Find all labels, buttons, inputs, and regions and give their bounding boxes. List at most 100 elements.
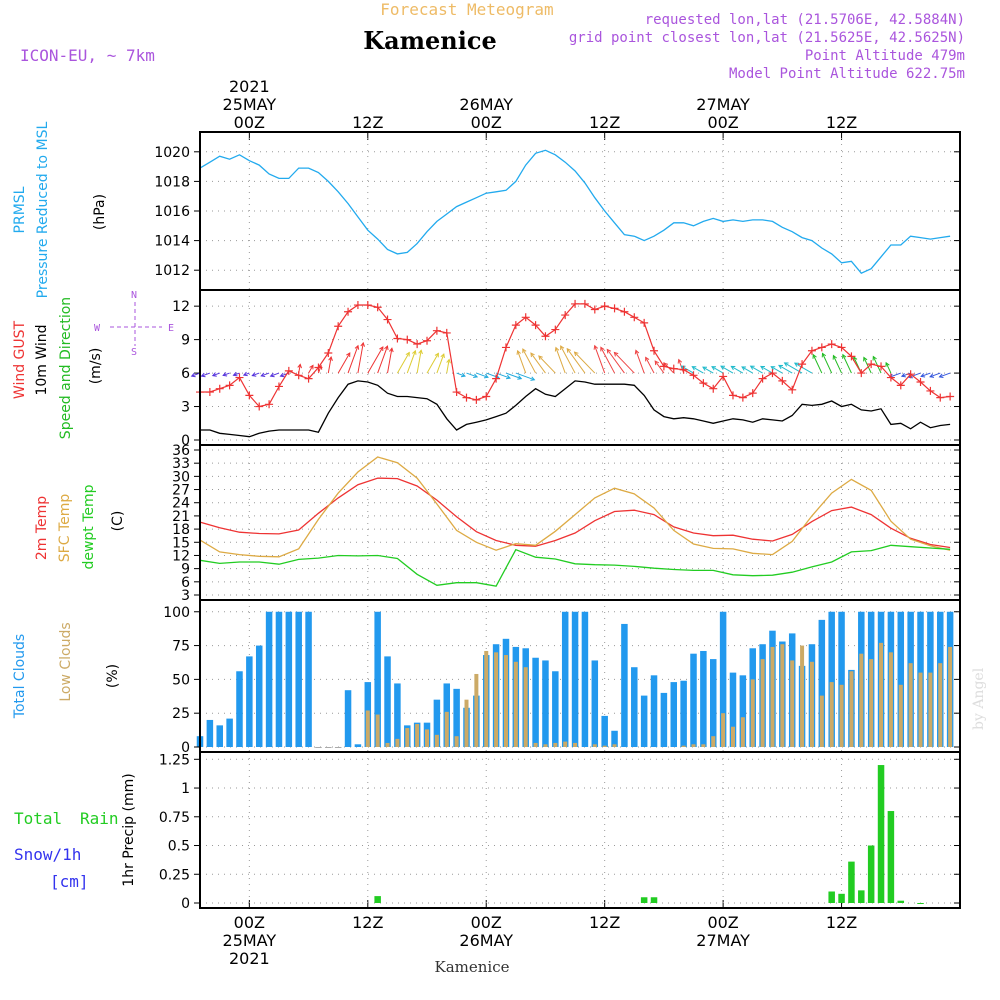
y-tick-label: 50 [172,672,190,688]
y-tick-label: 0 [181,896,190,912]
total-cloud-bar [384,656,391,747]
wind-arrow [530,352,546,374]
wind-direction-arrows [190,341,951,381]
low-cloud-bar [711,736,716,747]
model-point-altitude: Model Point Altitude 622.75m [729,66,965,82]
total-cloud-bar [236,671,243,747]
total-cloud-bar [680,680,687,747]
wind-arrow [367,346,384,374]
gust-point [896,381,905,390]
panel-frame [199,751,961,909]
low-cloud-bar [938,663,943,747]
clouds-y-ticks: 0 25 50 75 100 [163,605,960,756]
wind-arrow-head [730,365,736,371]
wind-arrow-head [460,372,466,378]
pressure-series [199,149,951,274]
gust-point [788,385,797,394]
wind-arrow [778,364,793,374]
wind-arrow-head [522,348,527,354]
compass-n: N [131,290,137,301]
time-label: 27MAY [696,931,750,950]
total-cloud-bar [621,623,628,747]
gust-point [886,373,895,382]
clouds-panel: Total Clouds Low Clouds (%) 0 25 50 75 100 [12,600,960,756]
wind-arrow-head [770,366,776,371]
low-cloud-bar [859,653,864,747]
low-cloud-bar [819,695,824,747]
time-label: 00Z [234,113,265,132]
gust-point [393,334,402,343]
y-tick-label: 1020 [154,145,190,161]
wind-arrow-head [560,345,565,351]
wind-arrow-head [783,362,789,367]
wind-arrow-head [929,373,935,378]
total-cloud-bar [295,611,302,747]
wind-arrow-head [260,372,266,378]
y-tick-label: 9 [181,562,190,578]
rain-bar [650,897,658,903]
y-tick-label: 1018 [154,174,190,190]
clouds-label-low: Low Clouds [58,622,74,701]
gust-point [344,307,353,316]
wind-arrow [308,365,314,374]
wind-arrow-head [812,353,817,359]
wind-arrow [233,372,240,376]
total-cloud-bar [206,719,214,747]
wind-arrow [377,345,388,374]
wind-arrow [446,359,450,374]
y-tick-label: 1 [181,781,190,797]
rain-bar [917,903,924,904]
time-label: 00Z [707,913,738,932]
low-cloud-bar [513,661,518,747]
wind-arrow [538,355,556,374]
model-label: ICON-EU, ~ 7km [20,46,155,65]
low-cloud-bar [948,646,953,747]
y-tick-label: 9 [181,333,190,349]
wind-arrow-head [863,356,868,362]
wind-arrow [654,360,665,374]
wind-arrow [889,372,901,378]
total-cloud-bar [552,671,559,747]
gust-point [778,376,787,385]
total-cloud-bar [631,667,638,747]
low-cloud-bar [730,726,735,747]
wind-arrow [832,355,843,374]
precip-label-total: Total [14,809,62,828]
wind-arrow [929,372,941,378]
gust-point [610,304,619,313]
gust-point [906,370,915,379]
gust-point [432,326,441,335]
gust-point [827,340,836,349]
wind-arrow-head [279,372,285,378]
gust-point [304,374,313,383]
wind-arrow [750,365,763,374]
wind-arrow-head [530,352,535,358]
wind-arrow-head [702,366,708,371]
total-cloud-bar [374,611,381,747]
total-cloud-bar [325,747,332,748]
wind-arrow-head [554,346,560,352]
wind-arrow-head [473,373,479,379]
panel-frame [199,289,961,446]
gust-point [709,384,718,393]
wind-arrow-head [434,352,439,358]
time-label: 00Z [471,913,502,932]
total-cloud-bar [690,653,697,747]
wind-arrow [692,366,704,374]
gust-point [719,372,728,381]
wind-arrow [212,372,220,377]
time-label: 12Z [352,113,383,132]
low-cloud-bar [790,660,795,747]
wind-series [196,299,955,438]
rain-bar [828,891,835,903]
precip-series [374,765,924,904]
gust-point [768,369,777,378]
gust-point [413,340,422,349]
low-cloud-bar [829,682,834,747]
time-label: 25MAY [223,931,277,950]
wind-arrow [741,366,753,374]
y-tick-label: 100 [163,605,190,621]
low-cloud-bar [770,646,775,747]
point-altitude: Point Altitude 479m [805,48,965,64]
y-tick-label: 15 [172,535,190,551]
